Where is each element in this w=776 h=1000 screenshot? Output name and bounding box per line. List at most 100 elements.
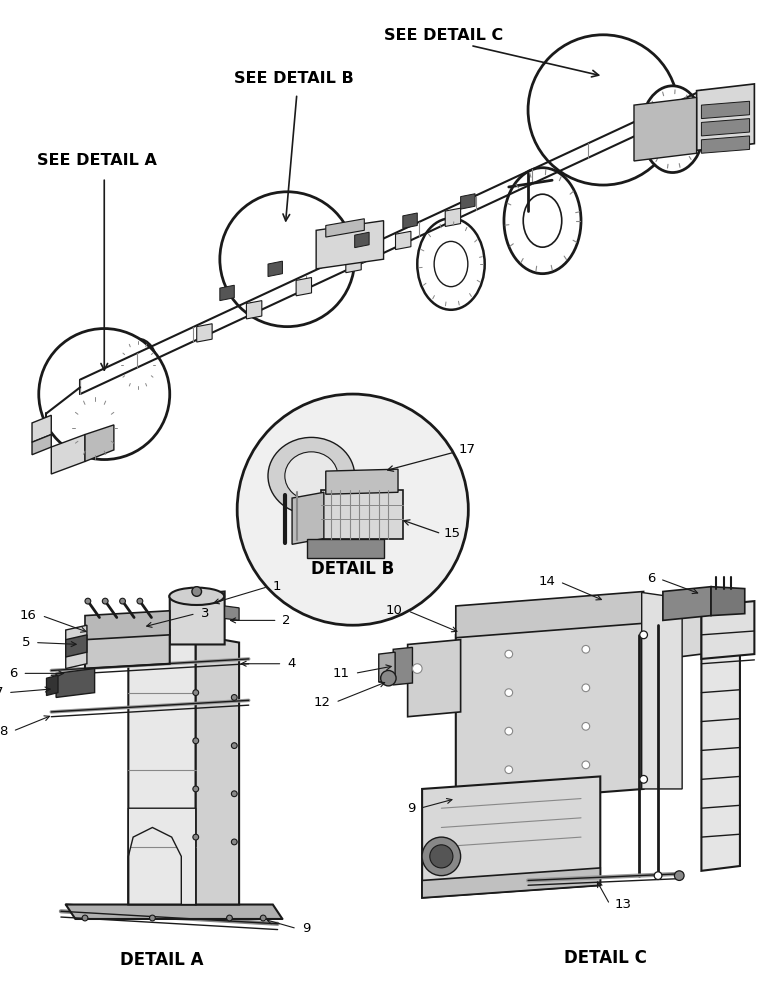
Text: 7: 7	[0, 686, 3, 699]
Text: 17: 17	[459, 443, 476, 456]
Polygon shape	[396, 231, 411, 250]
Text: 9: 9	[407, 802, 415, 815]
Polygon shape	[642, 592, 682, 789]
Polygon shape	[461, 194, 475, 209]
Text: 10: 10	[386, 604, 403, 617]
Circle shape	[582, 761, 590, 769]
Polygon shape	[316, 221, 383, 269]
Ellipse shape	[73, 399, 116, 457]
Polygon shape	[422, 868, 601, 898]
Polygon shape	[268, 261, 282, 277]
Circle shape	[422, 837, 461, 876]
Polygon shape	[403, 213, 417, 228]
Circle shape	[582, 722, 590, 730]
Circle shape	[582, 645, 590, 653]
Ellipse shape	[641, 86, 704, 173]
Circle shape	[231, 743, 237, 748]
Circle shape	[227, 915, 232, 921]
Polygon shape	[224, 606, 239, 620]
Polygon shape	[663, 587, 711, 620]
Text: SEE DETAIL B: SEE DETAIL B	[234, 71, 354, 86]
Polygon shape	[220, 285, 234, 301]
Text: 6: 6	[647, 572, 655, 585]
Circle shape	[120, 598, 126, 604]
Circle shape	[582, 684, 590, 692]
Circle shape	[654, 872, 662, 879]
Polygon shape	[702, 101, 750, 119]
Ellipse shape	[657, 108, 688, 150]
Circle shape	[505, 650, 513, 658]
Text: 11: 11	[333, 667, 350, 680]
Polygon shape	[393, 647, 413, 685]
Circle shape	[231, 695, 237, 700]
Circle shape	[674, 871, 684, 880]
Polygon shape	[128, 635, 196, 905]
Polygon shape	[702, 601, 754, 659]
Circle shape	[82, 915, 88, 921]
Text: SEE DETAIL C: SEE DETAIL C	[383, 28, 503, 43]
Text: 16: 16	[20, 609, 36, 622]
Polygon shape	[407, 640, 461, 717]
Polygon shape	[326, 219, 364, 237]
Circle shape	[193, 834, 199, 840]
Circle shape	[192, 587, 202, 596]
Polygon shape	[128, 808, 196, 905]
Circle shape	[639, 775, 647, 783]
Polygon shape	[32, 435, 51, 455]
Circle shape	[237, 394, 469, 625]
Circle shape	[193, 786, 199, 792]
Polygon shape	[702, 136, 750, 153]
Polygon shape	[307, 539, 383, 558]
Text: 9: 9	[302, 922, 310, 935]
Ellipse shape	[169, 588, 224, 605]
Circle shape	[193, 690, 199, 696]
Polygon shape	[66, 625, 87, 669]
Ellipse shape	[119, 339, 158, 392]
Circle shape	[505, 766, 513, 774]
Circle shape	[102, 598, 108, 604]
Polygon shape	[56, 669, 95, 697]
Polygon shape	[292, 492, 324, 544]
Polygon shape	[296, 278, 311, 296]
Circle shape	[413, 664, 422, 673]
Polygon shape	[379, 652, 395, 682]
Circle shape	[639, 631, 647, 639]
Circle shape	[220, 192, 355, 327]
Polygon shape	[85, 611, 170, 640]
Polygon shape	[66, 635, 87, 657]
Ellipse shape	[82, 411, 106, 445]
Text: 14: 14	[538, 575, 555, 588]
Circle shape	[381, 670, 396, 686]
Polygon shape	[66, 905, 282, 919]
Circle shape	[193, 738, 199, 744]
Polygon shape	[702, 119, 750, 136]
Polygon shape	[85, 425, 114, 461]
Text: 3: 3	[200, 607, 209, 620]
Polygon shape	[711, 587, 745, 616]
Text: 12: 12	[314, 696, 331, 709]
Ellipse shape	[128, 352, 147, 379]
Polygon shape	[326, 469, 398, 494]
Text: 8: 8	[0, 725, 8, 738]
Polygon shape	[346, 254, 361, 273]
Polygon shape	[321, 490, 403, 539]
Circle shape	[150, 915, 155, 921]
Circle shape	[39, 329, 170, 460]
Circle shape	[137, 598, 143, 604]
Circle shape	[231, 839, 237, 845]
Circle shape	[260, 915, 266, 921]
Circle shape	[528, 35, 678, 185]
Polygon shape	[355, 232, 369, 248]
Polygon shape	[697, 84, 754, 150]
Polygon shape	[47, 675, 58, 696]
Polygon shape	[247, 301, 262, 319]
Text: 1: 1	[273, 580, 282, 593]
Polygon shape	[456, 620, 643, 803]
Polygon shape	[196, 324, 212, 342]
Text: DETAIL B: DETAIL B	[311, 560, 394, 578]
Text: 13: 13	[615, 898, 632, 911]
Circle shape	[231, 791, 237, 797]
Polygon shape	[634, 97, 697, 161]
Text: 5: 5	[22, 636, 30, 649]
Polygon shape	[196, 635, 239, 905]
